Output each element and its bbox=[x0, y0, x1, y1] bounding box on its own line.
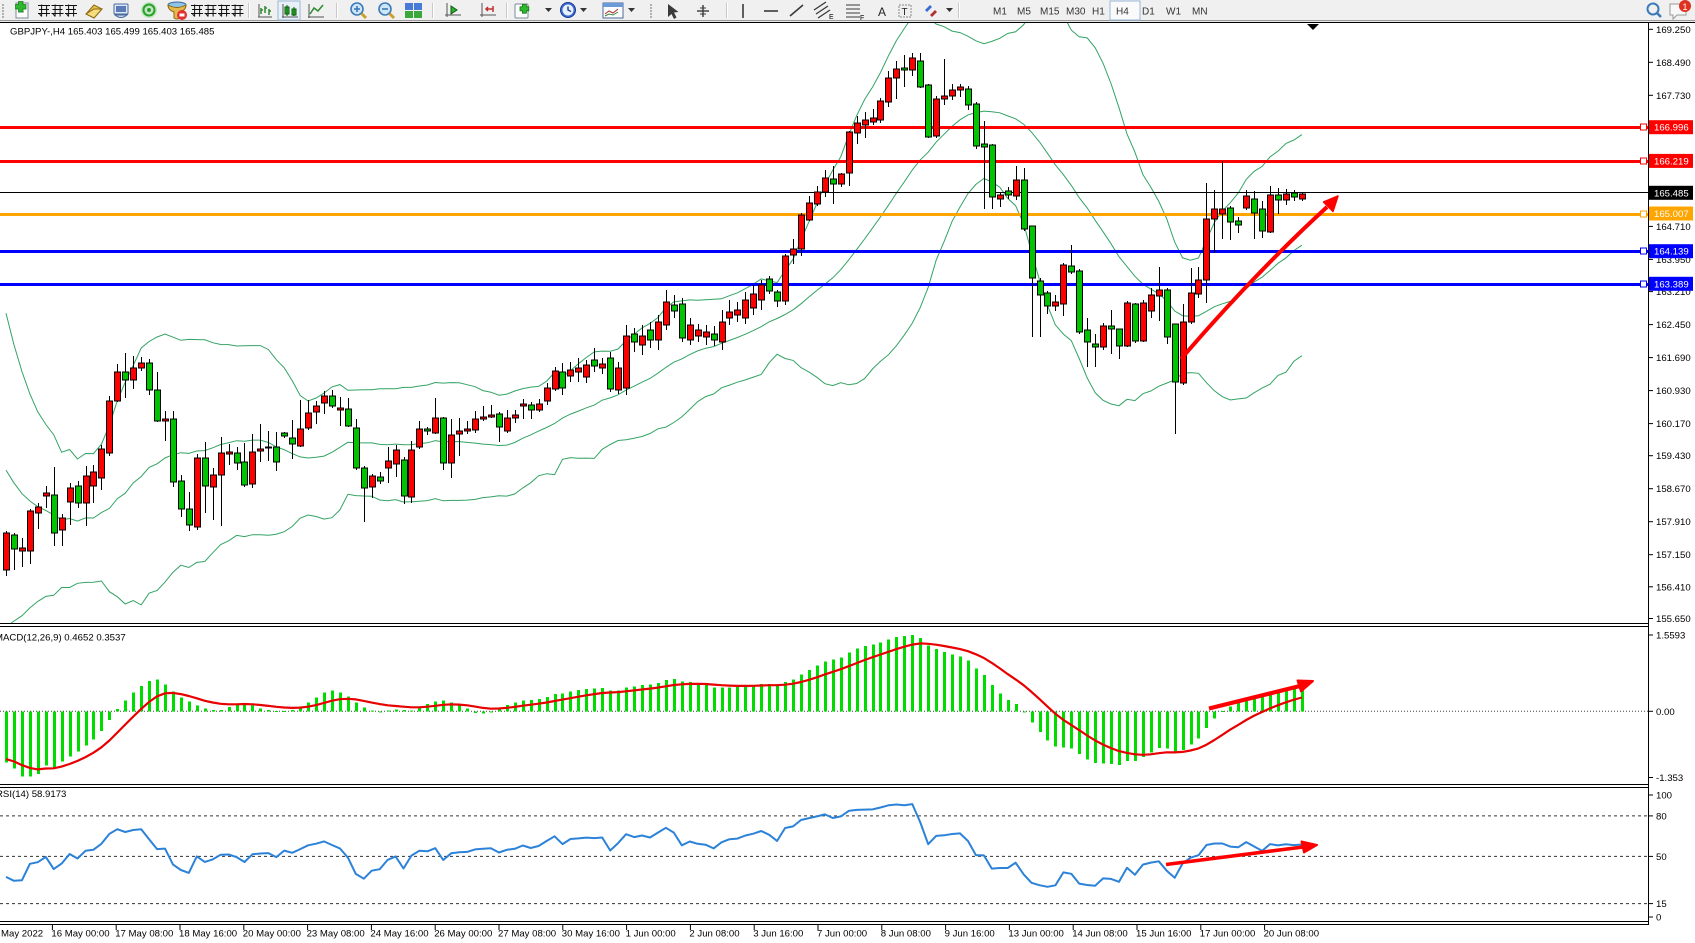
svg-text:26 May 00:00: 26 May 00:00 bbox=[434, 929, 492, 940]
svg-text:A: A bbox=[878, 5, 886, 19]
svg-text:15: 15 bbox=[1656, 899, 1667, 910]
svg-text:24 May 16:00: 24 May 16:00 bbox=[370, 929, 428, 940]
svg-text:165.485: 165.485 bbox=[1654, 188, 1689, 199]
svg-text:2 Jun 08:00: 2 Jun 08:00 bbox=[689, 929, 739, 940]
svg-text:GBPJPY-,H4 165.403 165.499 16: GBPJPY-,H4 165.403 165.499 165.403 165.4… bbox=[10, 27, 214, 38]
svg-text:7 Jun 00:00: 7 Jun 00:00 bbox=[817, 929, 867, 940]
svg-text:155.650: 155.650 bbox=[1656, 614, 1691, 625]
svg-text:W1: W1 bbox=[1166, 7, 1181, 18]
svg-text:14 Jun 08:00: 14 Jun 08:00 bbox=[1072, 929, 1127, 940]
svg-text:80: 80 bbox=[1656, 811, 1667, 822]
svg-text:169.250: 169.250 bbox=[1656, 25, 1691, 36]
svg-text:9 Jun 16:00: 9 Jun 16:00 bbox=[945, 929, 995, 940]
svg-text:13 Jun 00:00: 13 Jun 00:00 bbox=[1008, 929, 1063, 940]
svg-text:-1.353: -1.353 bbox=[1656, 773, 1683, 784]
svg-text:H4: H4 bbox=[1116, 7, 1129, 18]
svg-text:D1: D1 bbox=[1142, 7, 1155, 18]
svg-text:MN: MN bbox=[1192, 7, 1208, 18]
svg-text:1: 1 bbox=[1683, 2, 1688, 12]
svg-text:100: 100 bbox=[1656, 791, 1672, 802]
svg-text:MACD(12,26,9) 0.4652 0.3537: MACD(12,26,9) 0.4652 0.3537 bbox=[0, 633, 126, 644]
svg-text:165.007: 165.007 bbox=[1654, 209, 1689, 220]
svg-text:20 Jun 08:00: 20 Jun 08:00 bbox=[1264, 929, 1319, 940]
svg-text:17 Jun 00:00: 17 Jun 00:00 bbox=[1200, 929, 1255, 940]
svg-text:E: E bbox=[829, 14, 834, 21]
svg-text:164.710: 164.710 bbox=[1656, 222, 1691, 233]
svg-text:161.690: 161.690 bbox=[1656, 353, 1691, 364]
svg-text:16 May 00:00: 16 May 00:00 bbox=[51, 929, 109, 940]
svg-text:160.170: 160.170 bbox=[1656, 419, 1691, 430]
svg-text:20 May 00:00: 20 May 00:00 bbox=[243, 929, 301, 940]
svg-text:1.5593: 1.5593 bbox=[1656, 631, 1685, 642]
svg-text:M5: M5 bbox=[1017, 7, 1031, 18]
svg-text:M30: M30 bbox=[1066, 7, 1086, 18]
svg-text:15 Jun 16:00: 15 Jun 16:00 bbox=[1136, 929, 1191, 940]
svg-text:RSI(14) 58.9173: RSI(14) 58.9173 bbox=[0, 789, 66, 800]
svg-text:0: 0 bbox=[1656, 913, 1661, 924]
svg-text:162.450: 162.450 bbox=[1656, 320, 1691, 331]
svg-text:163.950: 163.950 bbox=[1656, 255, 1691, 266]
svg-text:T: T bbox=[902, 7, 908, 18]
svg-text:166.996: 166.996 bbox=[1654, 123, 1689, 134]
svg-text:163.389: 163.389 bbox=[1654, 279, 1689, 290]
svg-text:8 Jun 08:00: 8 Jun 08:00 bbox=[881, 929, 931, 940]
svg-text:163.210: 163.210 bbox=[1656, 287, 1691, 298]
svg-text:27 May 08:00: 27 May 08:00 bbox=[498, 929, 556, 940]
svg-text:157.150: 157.150 bbox=[1656, 550, 1691, 561]
svg-text:159.430: 159.430 bbox=[1656, 451, 1691, 462]
svg-text:23 May 08:00: 23 May 08:00 bbox=[307, 929, 365, 940]
svg-text:167.730: 167.730 bbox=[1656, 91, 1691, 102]
svg-text:17 May 08:00: 17 May 08:00 bbox=[115, 929, 173, 940]
svg-text:166.219: 166.219 bbox=[1654, 156, 1689, 167]
svg-text:1 Jun 00:00: 1 Jun 00:00 bbox=[626, 929, 676, 940]
svg-text:160.930: 160.930 bbox=[1656, 386, 1691, 397]
svg-text:50: 50 bbox=[1656, 852, 1667, 863]
svg-text:164.139: 164.139 bbox=[1654, 247, 1689, 258]
svg-text:18 May 16:00: 18 May 16:00 bbox=[179, 929, 237, 940]
svg-text:3 Jun 16:00: 3 Jun 16:00 bbox=[753, 929, 803, 940]
svg-text:157.910: 157.910 bbox=[1656, 517, 1691, 528]
svg-text:156.410: 156.410 bbox=[1656, 582, 1691, 593]
svg-text:168.490: 168.490 bbox=[1656, 58, 1691, 69]
svg-text:H1: H1 bbox=[1092, 7, 1105, 18]
svg-text:30 May 16:00: 30 May 16:00 bbox=[562, 929, 620, 940]
svg-text:F: F bbox=[860, 15, 864, 22]
svg-text:0.00: 0.00 bbox=[1656, 707, 1675, 718]
svg-text:May 2022: May 2022 bbox=[1, 929, 43, 940]
svg-text:158.670: 158.670 bbox=[1656, 484, 1691, 495]
svg-text:M1: M1 bbox=[993, 7, 1007, 18]
svg-text:M15: M15 bbox=[1040, 7, 1060, 18]
